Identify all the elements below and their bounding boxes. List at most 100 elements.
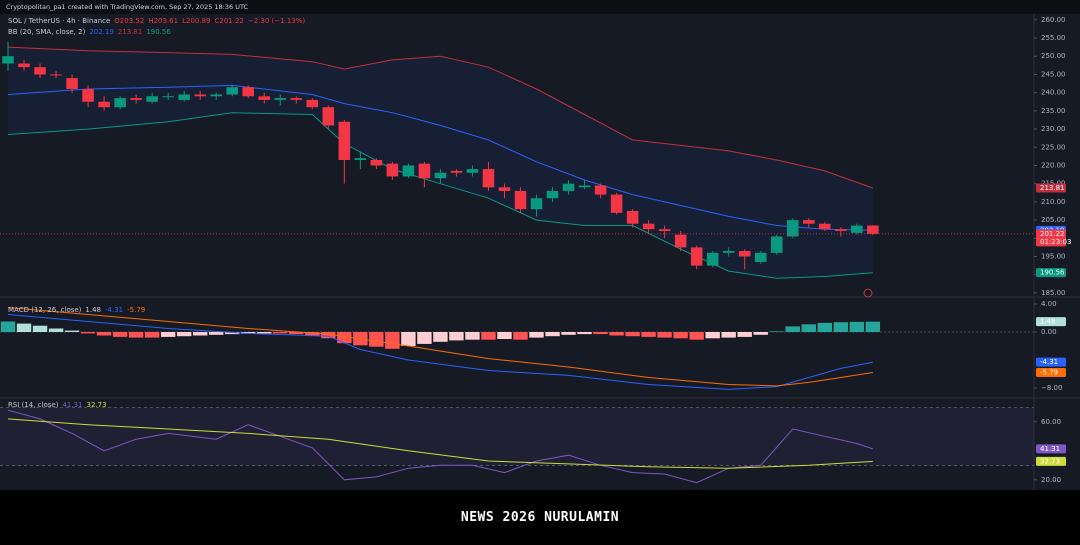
candle-body	[402, 165, 415, 177]
histogram-bar	[481, 332, 496, 340]
histogram-bar	[817, 322, 833, 332]
candle-body	[562, 183, 575, 191]
y-tick-label: 60.00	[1041, 418, 1061, 426]
candle-body	[354, 158, 367, 161]
y-tick-label: 205.00	[1041, 216, 1066, 224]
histogram-bar	[689, 332, 704, 340]
legend-value: -4.31	[105, 306, 124, 314]
candle-body	[819, 223, 831, 230]
candle-body	[626, 210, 639, 224]
y-tick-label: 210.00	[1041, 198, 1066, 206]
histogram-bar	[369, 332, 384, 347]
candle-body	[242, 87, 255, 97]
y-tick-label: 20.00	[1041, 476, 1061, 484]
candle-body	[530, 198, 543, 210]
price-badge	[1036, 183, 1066, 193]
y-tick-label: 250.00	[1041, 52, 1066, 60]
candle-body	[754, 252, 767, 262]
y-tick-label: −8.00	[1041, 384, 1062, 392]
candle-body	[338, 121, 351, 161]
price-badge-label: 190.56	[1040, 269, 1065, 277]
candle-body	[466, 169, 479, 173]
price-badge-label: 213.81	[1040, 184, 1065, 192]
candle-body	[210, 94, 222, 97]
candle-body	[722, 251, 735, 253]
candle-body	[851, 225, 863, 233]
histogram-bar	[160, 332, 176, 337]
y-tick-label: 255.00	[1041, 34, 1066, 42]
histogram-bar	[16, 323, 32, 332]
legend: BB (20, SMA, close, 2) 202.19 213.81 190.56	[8, 28, 171, 36]
candle-body	[482, 169, 495, 188]
candle-body	[194, 94, 206, 97]
histogram-bar	[144, 332, 160, 338]
candle-body	[867, 225, 879, 234]
legend-title: MACD (12, 26, close)	[8, 306, 82, 314]
histogram-bar	[241, 332, 256, 334]
candle-body	[82, 89, 94, 102]
histogram-bar	[449, 332, 464, 341]
y-tick-label: 185.00	[1041, 289, 1066, 297]
band-fill	[8, 47, 873, 279]
histogram-bar	[721, 332, 736, 338]
candle-body	[434, 172, 447, 179]
alert-icon[interactable]	[863, 288, 873, 298]
indicator-line	[7, 409, 873, 484]
histogram-bar	[96, 332, 112, 336]
chart: Cryptopolitan_pa1 created with TradingVi…	[0, 0, 1080, 490]
y-tick-label: 230.00	[1041, 125, 1066, 133]
indicator-line	[7, 314, 873, 390]
chart-background	[0, 14, 1080, 490]
indicator-line	[7, 84, 873, 231]
price-badge-label: 32.73	[1040, 457, 1060, 465]
y-tick-label: 4.00	[1041, 300, 1057, 308]
candle-body	[322, 107, 335, 126]
histogram-bar	[545, 332, 560, 337]
candle-body	[98, 101, 110, 108]
y-tick-label: 195.00	[1041, 252, 1066, 260]
candle-body	[642, 223, 655, 230]
histogram-bar	[176, 332, 192, 337]
candle-body	[162, 96, 174, 98]
histogram-bar	[657, 332, 672, 338]
legend-value: 213.81	[117, 28, 143, 36]
histogram-bar	[593, 332, 608, 335]
y-tick-label: 225.00	[1041, 143, 1066, 151]
legend-value: 32.73	[86, 401, 107, 409]
price-badge-label: 1.48	[1040, 318, 1056, 326]
histogram-bar	[273, 332, 288, 334]
candle-body	[114, 98, 126, 108]
candle-body	[674, 234, 687, 248]
histogram-bar	[433, 332, 448, 342]
legend-value: -5.79	[127, 306, 146, 314]
legend: RSI (14, close) 41.31 32.73	[8, 401, 107, 409]
price-badge	[1036, 357, 1066, 367]
candle-body	[498, 187, 511, 191]
histogram-bar	[609, 332, 624, 336]
histogram-bar	[513, 332, 528, 340]
price-badge	[1036, 456, 1066, 466]
histogram-bar	[625, 332, 640, 337]
legend-value: 41.31	[62, 401, 83, 409]
candle-body	[34, 67, 46, 75]
candle-body	[787, 220, 799, 237]
histogram-bar	[769, 331, 784, 332]
price-badge	[1036, 368, 1066, 378]
watermark: NEWS 2026 NURULAMIN	[460, 510, 620, 525]
histogram-bar	[0, 321, 16, 332]
candle-body	[50, 74, 62, 76]
candle-body	[306, 99, 319, 108]
y-tick-label: 245.00	[1041, 70, 1066, 78]
histogram-bar	[209, 332, 224, 335]
histogram-bar	[128, 332, 144, 338]
histogram-bar	[801, 324, 816, 332]
candle-body	[178, 94, 190, 100]
candle-body	[514, 190, 527, 210]
histogram-bar	[385, 332, 400, 349]
indicator-line	[7, 418, 873, 469]
legend: SOL / TetherUS · 4h · Binance O203.52 H203…	[8, 17, 305, 25]
indicator-line	[7, 112, 873, 279]
candle-body	[835, 229, 847, 232]
histogram-bar	[225, 332, 240, 335]
histogram-bar	[401, 332, 416, 346]
